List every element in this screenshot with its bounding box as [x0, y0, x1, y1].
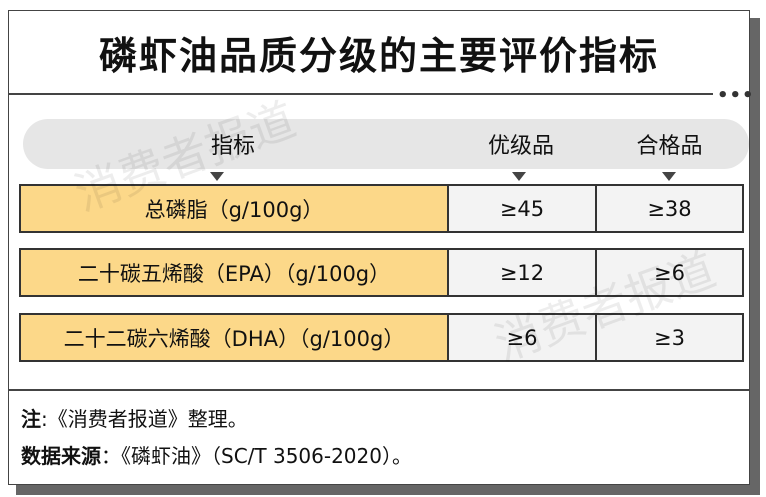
title-divider	[9, 93, 713, 95]
indicator-cell: 二十二碳六烯酸（DHA）（g/100g）	[21, 315, 449, 360]
source-line: 数据来源：《磷虾油》（SC/T 3506-2020）。	[21, 440, 412, 469]
header-pill	[23, 119, 749, 169]
header-indicator: 指标	[210, 134, 255, 159]
table-row: 二十二碳六烯酸（DHA）（g/100g） ≥6 ≥3	[19, 313, 744, 362]
header-premium: 优级品	[487, 134, 554, 159]
premium-cell: ≥45	[449, 186, 597, 231]
arrow-down-icon	[210, 172, 224, 181]
table-row: 二十碳五烯酸（EPA）（g/100g） ≥12 ≥6	[19, 248, 744, 297]
note-line: 注:《消费者报道》整理。	[21, 403, 248, 432]
note-label: 注	[21, 407, 41, 431]
arrow-down-icon	[512, 172, 526, 181]
infographic-card: 磷虾油品质分级的主要评价指标 ••• 指标 优级品 合格品 总磷脂（g/100g…	[8, 10, 754, 485]
notes-divider	[9, 389, 749, 391]
qualified-cell: ≥6	[597, 250, 742, 295]
premium-cell: ≥12	[449, 250, 597, 295]
indicator-cell: 二十碳五烯酸（EPA）（g/100g）	[21, 250, 449, 295]
note-text: :《消费者报道》整理。	[41, 407, 248, 431]
source-label: 数据来源	[21, 444, 101, 468]
indicator-cell: 总磷脂（g/100g）	[21, 186, 449, 231]
qualified-cell: ≥38	[597, 186, 742, 231]
page-title: 磷虾油品质分级的主要评价指标	[98, 33, 659, 78]
source-text: ：《磷虾油》（SC/T 3506-2020）。	[101, 444, 412, 468]
arrow-down-icon	[662, 172, 676, 181]
header-qualified: 合格品	[636, 134, 703, 159]
qualified-cell: ≥3	[597, 315, 742, 360]
premium-cell: ≥6	[449, 315, 597, 360]
table-row: 总磷脂（g/100g） ≥45 ≥38	[19, 184, 744, 233]
more-dots-icon: •••	[717, 85, 755, 106]
